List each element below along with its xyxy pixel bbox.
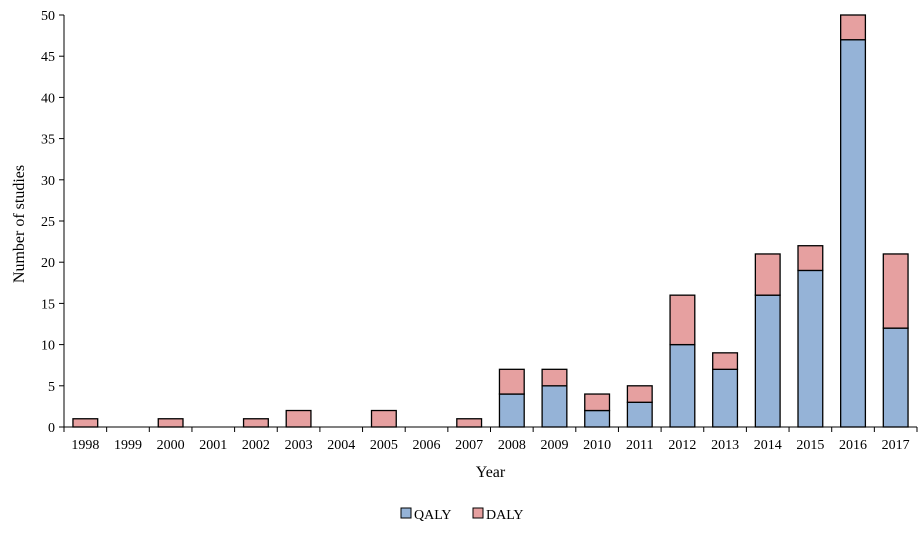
bar-qaly-2012	[669, 343, 696, 428]
x-tick-label: 1999	[114, 438, 142, 453]
x-tick-label: 2017	[882, 438, 910, 453]
y-tick-label: 30	[41, 174, 55, 189]
bar-daly-2009	[541, 368, 568, 387]
bar-qaly-2014	[754, 294, 781, 428]
x-tick-label: 2002	[242, 438, 270, 453]
y-tick-label: 0	[48, 421, 55, 436]
x-tick-label: 2010	[583, 438, 611, 453]
bar-qaly-2015	[797, 269, 824, 428]
x-tick-label: 2009	[540, 438, 568, 453]
bar-daly-2005	[370, 409, 397, 428]
legend-swatch-daly	[472, 507, 484, 519]
y-tick-label: 40	[41, 91, 55, 106]
legend-label-qaly: QALY	[414, 508, 451, 523]
bar-daly-2014	[754, 253, 781, 296]
y-tick-label: 10	[41, 339, 55, 354]
x-tick-label: 2006	[413, 438, 441, 453]
x-tick-label: 2005	[370, 438, 398, 453]
bar-qaly-2010	[584, 409, 611, 428]
legend: QALY DALY	[400, 507, 523, 523]
x-axis-title: Year	[476, 464, 506, 481]
x-tick-label: 2012	[668, 438, 696, 453]
x-tick-label: 2001	[199, 438, 227, 453]
y-tick-label: 50	[41, 9, 55, 24]
y-axis-title: Number of studies	[11, 165, 28, 283]
bar-qaly-2011	[626, 401, 653, 428]
x-tick-label: 2013	[711, 438, 739, 453]
y-tick-label: 25	[41, 215, 55, 230]
x-tick-label: 2015	[796, 438, 824, 453]
bar-daly-2015	[797, 245, 824, 272]
y-tick-label: 45	[41, 50, 55, 65]
y-tick-label: 35	[41, 133, 55, 148]
x-tick-label: 2007	[455, 438, 483, 453]
bar-qaly-2008	[498, 393, 525, 428]
bar-daly-1998	[72, 418, 99, 428]
y-tick-label: 15	[41, 297, 55, 312]
bar-daly-2013	[712, 352, 739, 370]
x-tick-label: 2000	[157, 438, 185, 453]
bar-daly-2003	[285, 409, 312, 428]
bar-daly-2007	[456, 418, 483, 428]
x-tick-label: 2003	[285, 438, 313, 453]
bar-daly-2008	[498, 368, 525, 395]
x-tick-label: 2008	[498, 438, 526, 453]
bar-daly-2016	[840, 14, 867, 41]
y-tick-label: 20	[41, 256, 55, 271]
bar-daly-2002	[242, 418, 269, 428]
x-ticks-group: 1998 1999 2000 2001 2002 2003 2004 2005 2006 2007…	[63, 427, 918, 453]
bar-qaly-2016	[840, 39, 867, 428]
axes-group	[63, 15, 917, 428]
bar-qaly-2013	[712, 368, 739, 428]
x-tick-label: 2011	[626, 438, 653, 453]
legend-label-daly: DALY	[486, 508, 523, 523]
y-tick-label: 5	[48, 380, 55, 395]
bar-qaly-2009	[541, 385, 568, 428]
x-tick-label: 2016	[839, 438, 867, 453]
x-tick-label: 2004	[327, 438, 355, 453]
bar-daly-2010	[584, 393, 611, 412]
bars-group	[72, 14, 909, 428]
bar-qaly-2017	[882, 327, 909, 428]
x-tick-label: 2014	[754, 438, 782, 453]
legend-swatch-qaly	[400, 507, 412, 519]
bar-daly-2017	[882, 253, 909, 329]
bar-daly-2012	[669, 294, 696, 346]
bar-daly-2000	[157, 418, 184, 428]
bar-daly-2011	[626, 385, 653, 403]
x-tick-label: 1998	[71, 438, 99, 453]
y-ticks-group: 0 5 10 15 20 25 30 35 40 45 50	[41, 9, 64, 436]
